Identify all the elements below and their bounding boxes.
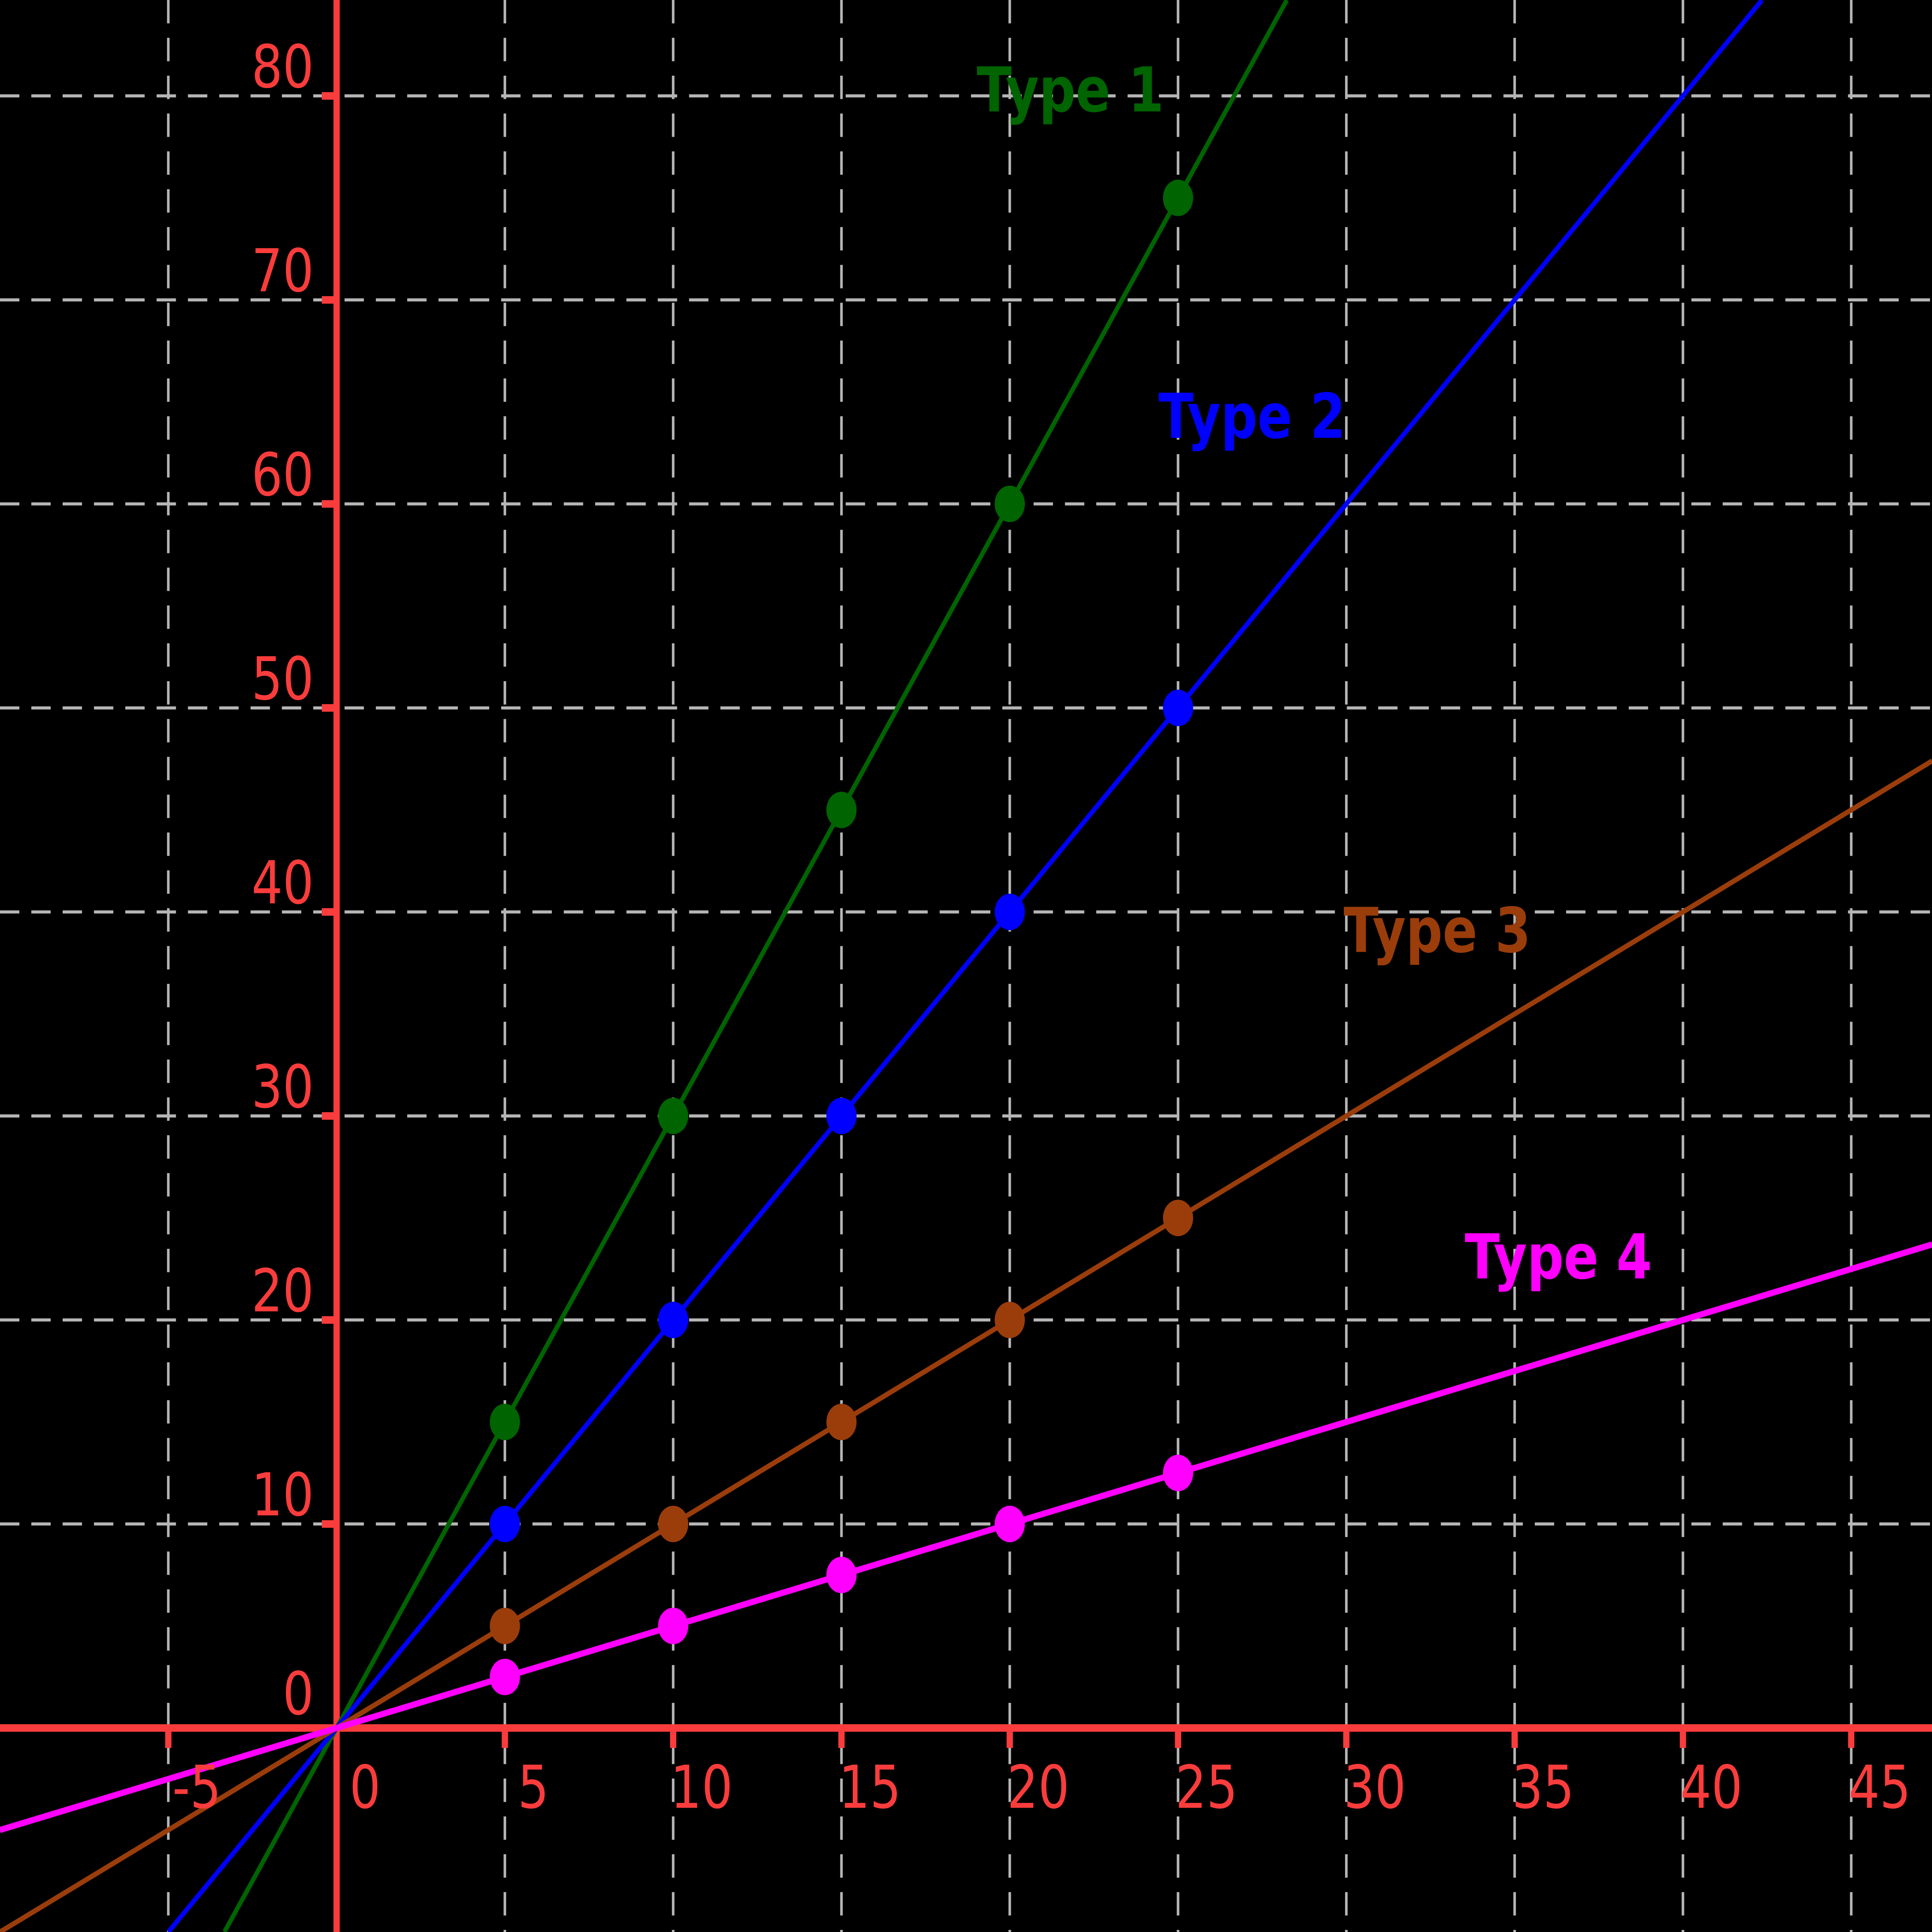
series-label-type-2: Type 2 bbox=[1158, 380, 1346, 452]
x-axis-tick-label: 30 bbox=[1344, 1753, 1406, 1822]
x-axis-tick-label: 35 bbox=[1512, 1753, 1574, 1822]
data-point-type-3 bbox=[1163, 1199, 1193, 1236]
data-point-type-3 bbox=[658, 1505, 689, 1543]
x-axis-tick-label: 20 bbox=[1007, 1753, 1069, 1822]
data-point-type-1 bbox=[658, 1097, 689, 1134]
data-point-type-2 bbox=[826, 1097, 857, 1134]
y-axis-tick-label: 30 bbox=[252, 1053, 314, 1122]
data-point-type-3 bbox=[995, 1301, 1025, 1338]
y-axis-tick-label: 80 bbox=[252, 33, 314, 102]
data-point-type-1 bbox=[826, 791, 857, 828]
data-point-type-4 bbox=[826, 1556, 857, 1594]
x-axis-tick-label: 25 bbox=[1175, 1753, 1238, 1822]
x-axis-tick-label: 10 bbox=[670, 1753, 733, 1822]
series-line-type-2 bbox=[167, 0, 1764, 1932]
x-axis-tick-label: 45 bbox=[1849, 1753, 1911, 1822]
series-label-type-1: Type 1 bbox=[977, 54, 1164, 126]
x-axis-tick-label: 15 bbox=[839, 1753, 901, 1822]
data-point-type-1 bbox=[1163, 179, 1193, 216]
data-point-type-3 bbox=[490, 1607, 520, 1645]
data-point-type-2 bbox=[1163, 689, 1193, 726]
x-axis-tick-label: 0 bbox=[349, 1753, 381, 1822]
x-axis-tick-label: -5 bbox=[172, 1753, 221, 1822]
series-label-type-4: Type 4 bbox=[1465, 1221, 1652, 1293]
series-label-type-3: Type 3 bbox=[1344, 894, 1531, 966]
y-axis-tick-label: 0 bbox=[282, 1660, 314, 1729]
data-point-type-3 bbox=[826, 1403, 857, 1440]
data-point-type-4 bbox=[1163, 1454, 1193, 1492]
y-axis-tick-label: 60 bbox=[252, 441, 314, 510]
data-point-type-1 bbox=[490, 1403, 520, 1440]
data-point-type-2 bbox=[490, 1505, 520, 1543]
y-axis-tick-label: 40 bbox=[252, 849, 314, 918]
data-point-type-2 bbox=[658, 1301, 689, 1338]
x-axis-tick-label: 5 bbox=[518, 1753, 549, 1822]
x-axis-tick-label: 40 bbox=[1680, 1753, 1742, 1822]
series-line-type-4 bbox=[0, 1241, 1932, 1833]
data-point-type-2 bbox=[995, 893, 1025, 930]
y-axis-tick-label: 70 bbox=[252, 237, 314, 306]
y-axis-tick-label: 20 bbox=[252, 1257, 314, 1326]
series-line-type-1 bbox=[223, 0, 1289, 1932]
data-point-type-4 bbox=[490, 1658, 520, 1696]
data-point-type-1 bbox=[995, 485, 1025, 522]
data-point-type-4 bbox=[995, 1505, 1025, 1543]
y-axis-tick-label: 10 bbox=[252, 1461, 314, 1530]
y-axis-tick-label: 50 bbox=[252, 645, 314, 714]
series-line-type-3 bbox=[0, 759, 1932, 1932]
data-point-type-4 bbox=[658, 1607, 689, 1645]
